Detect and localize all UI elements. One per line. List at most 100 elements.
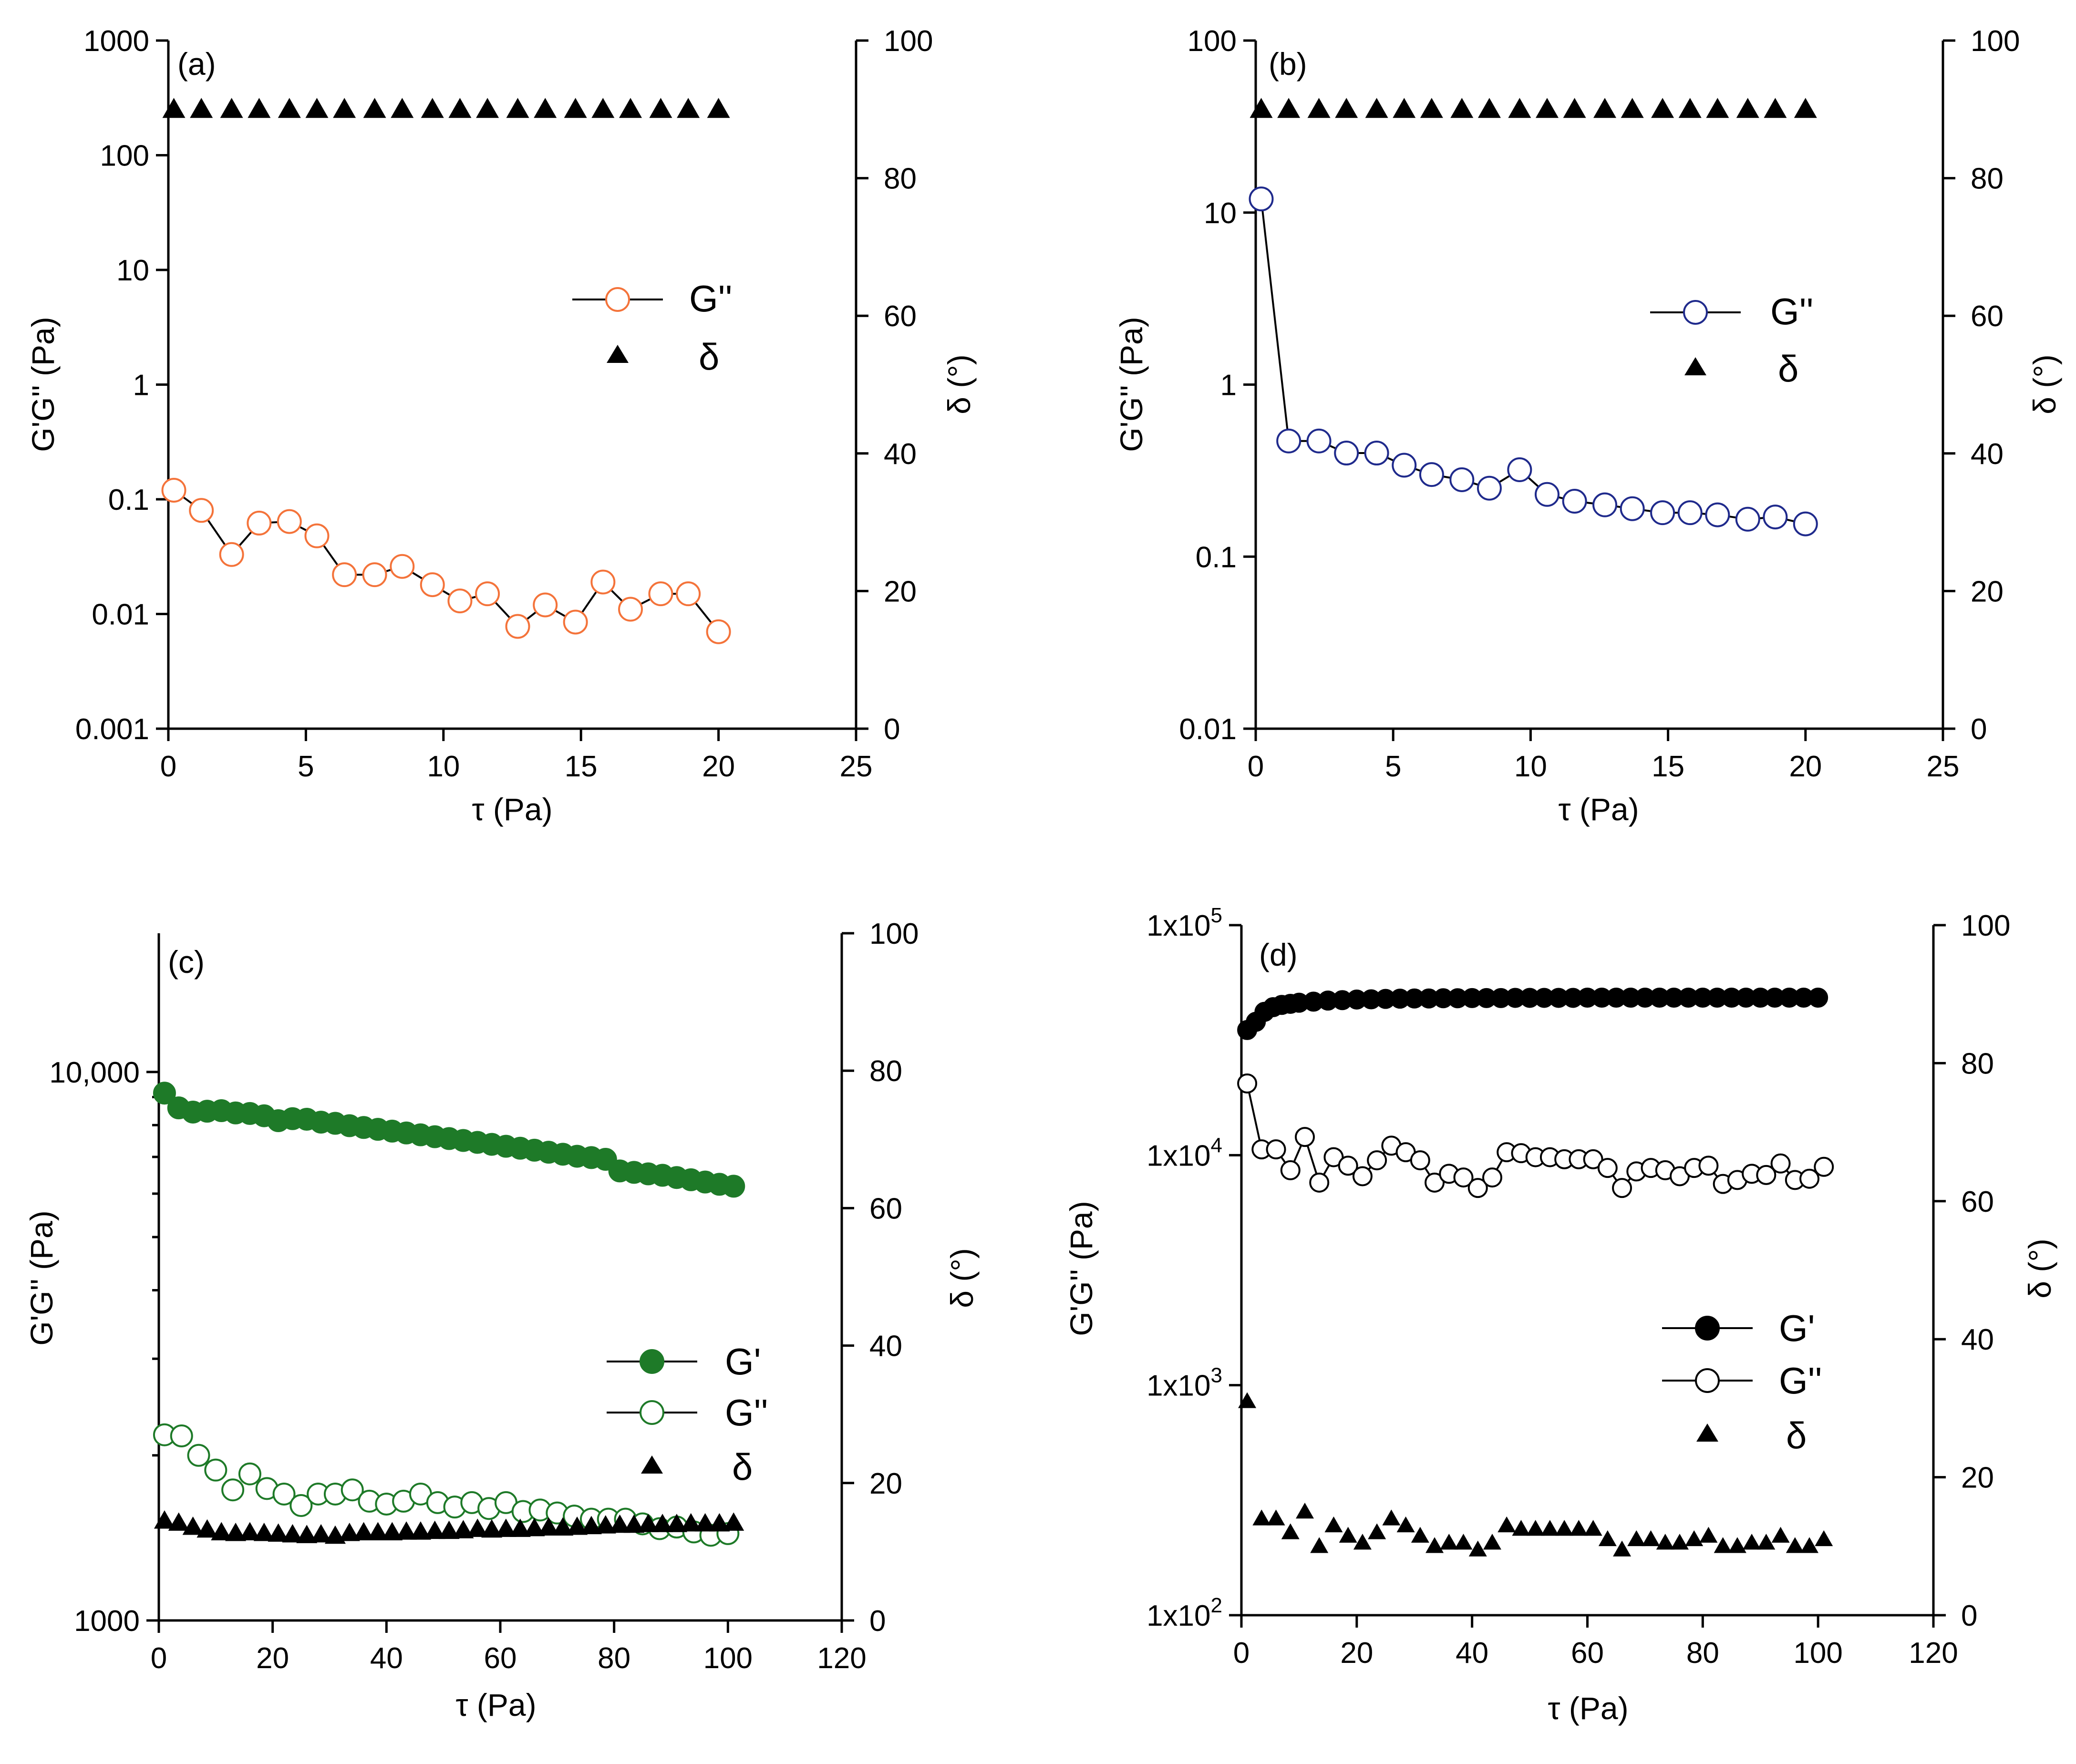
panel-b-series-g2 xyxy=(1249,186,1818,536)
panel-a-ticks: 0 5 10 15 20 25 0.001 0.01 0.1 1 10 100 1000 0 20 40 60 8… xyxy=(75,25,933,783)
panel-b-delta-point xyxy=(1563,98,1586,118)
panel-d-ytick-label: 1x104 xyxy=(1146,1134,1222,1172)
panel-d-xtick-label: 100 xyxy=(1793,1637,1842,1670)
panel-a-g2-point xyxy=(161,477,186,503)
panel-d-delta-point xyxy=(1815,1530,1833,1547)
panel-c-g2-point xyxy=(238,1462,261,1485)
panel-c-xtick-label: 100 xyxy=(703,1642,753,1675)
panel-d-delta-point xyxy=(1800,1537,1819,1553)
panel-a-g2-point xyxy=(648,581,673,607)
panel-d-delta-point xyxy=(1310,1537,1329,1553)
panel-c-xtick-label: 40 xyxy=(370,1642,403,1675)
panel-d-delta-point xyxy=(1296,1502,1314,1519)
panel-b-g2-point xyxy=(1334,441,1359,466)
panel-c-delta-point xyxy=(680,1513,702,1532)
panel-b-xtick-label: 0 xyxy=(1248,750,1264,783)
panel-a-y2tick-label: 100 xyxy=(884,25,933,58)
panel-d-g2-point xyxy=(1453,1167,1474,1188)
panel-c-delta-point xyxy=(453,1520,474,1538)
panel-a-xtick-label: 20 xyxy=(702,750,735,783)
panel-d-delta-point xyxy=(1382,1509,1401,1526)
panel-b-y2label: δ (°) xyxy=(2027,354,2062,414)
panel-d-xtick-label: 60 xyxy=(1571,1637,1604,1670)
panel-b-g2-point xyxy=(1449,467,1475,492)
panel-b-g2-point xyxy=(1249,186,1274,212)
panel-d-delta-point xyxy=(1670,1534,1689,1550)
panel-d-delta-point xyxy=(1483,1534,1501,1550)
panel-b-y2tick-label: 40 xyxy=(1971,438,2004,471)
panel-a-delta-point xyxy=(707,98,730,118)
panel-b-g2-line xyxy=(1260,198,1806,525)
panel-d-g2-point xyxy=(1597,1158,1618,1178)
panel-b-xtick-label: 25 xyxy=(1927,750,1960,783)
panel-c-delta-point xyxy=(467,1518,488,1537)
panel-b-ytick-label: 1 xyxy=(1220,369,1237,402)
panel-a-g2-point xyxy=(676,581,701,607)
panel-b-y2tick-label: 60 xyxy=(1971,300,2004,333)
panel-d-delta-point xyxy=(1714,1537,1732,1553)
panel-c-delta-point xyxy=(182,1516,204,1535)
panel-d-delta-point xyxy=(1540,1520,1559,1536)
panel-c-y2tick-label: 80 xyxy=(869,1055,902,1088)
panel-b-ytick-label: 0.01 xyxy=(1179,713,1237,746)
panel-c-delta-point xyxy=(623,1514,645,1533)
panel-a-xtick-label: 0 xyxy=(160,750,176,783)
panel-b-ytick-label: 0.1 xyxy=(1196,541,1237,574)
panel-c-delta-point xyxy=(168,1512,189,1531)
panel-c-g2-point xyxy=(289,1494,313,1517)
panel-b-delta-point xyxy=(1508,98,1531,118)
panel-c-ticks: 0 20 40 60 80 100 120 1000 10,000 0 20 40 60 80 100 xyxy=(49,918,919,1675)
panel-d-g1-point xyxy=(1808,988,1828,1008)
panel-b-g2-point xyxy=(1620,496,1645,521)
panel-b-ylabel: G'G'' (Pa) xyxy=(1114,317,1149,452)
panel-b-delta-point xyxy=(1535,98,1559,118)
panel-b-xtick-label: 20 xyxy=(1789,750,1822,783)
panel-a-delta-point xyxy=(591,98,615,118)
panel-a-ytick-label: 1000 xyxy=(83,25,149,58)
panel-b-legend-g2-label: G'' xyxy=(1770,290,1813,332)
panel-d-delta-point xyxy=(1526,1520,1545,1536)
panel-b-delta-point xyxy=(1678,98,1702,118)
panel-d-delta-point xyxy=(1743,1534,1761,1550)
panel-d-legend-g1-label: G' xyxy=(1779,1307,1815,1349)
panel-d-ytick-label: 1x103 xyxy=(1146,1364,1222,1403)
panel-d-delta-point xyxy=(1555,1520,1574,1536)
panel-b-legend: G'' δ xyxy=(1650,290,1813,390)
panel-a-g2-point xyxy=(590,569,616,595)
panel-c-g1-point xyxy=(722,1175,745,1198)
panel-c-delta-point xyxy=(154,1510,175,1529)
panel-d-delta-point xyxy=(1440,1534,1458,1550)
panel-a-delta-point xyxy=(448,98,472,118)
panel-d-y2tick-label: 20 xyxy=(1961,1462,1994,1495)
panel-a-y2tick-label: 80 xyxy=(884,163,917,196)
panel-b-delta-point xyxy=(1277,98,1301,118)
panel-d-y2tick-label: 40 xyxy=(1961,1323,1994,1356)
panel-b-delta-point xyxy=(1651,98,1674,118)
panel-d-legend-g2-marker xyxy=(1695,1368,1720,1393)
panel-d-delta-point xyxy=(1786,1537,1804,1553)
panel-c-delta-point xyxy=(481,1519,503,1538)
panel-c-g2-point xyxy=(204,1458,227,1482)
panel-d-xtick-label: 0 xyxy=(1233,1637,1250,1670)
panel-d-delta-point xyxy=(1498,1516,1516,1533)
panel-c-delta-point xyxy=(211,1522,232,1541)
panel-d-delta-point xyxy=(1613,1540,1632,1557)
panel-b-delta-point xyxy=(1794,98,1817,118)
panel-c-xtick-label: 0 xyxy=(151,1642,167,1675)
panel-d-g2-point xyxy=(1237,1073,1258,1093)
panel-a-xtick-label: 25 xyxy=(840,750,873,783)
panel-b-y2tick-label: 0 xyxy=(1971,713,1987,746)
panel-d-g2-point xyxy=(1799,1168,1820,1189)
panel-c-delta-point xyxy=(509,1518,531,1537)
panel-c-xtick-label: 120 xyxy=(817,1642,866,1675)
panel-b-delta-point xyxy=(1307,98,1331,118)
panel-c-xtick-label: 20 xyxy=(256,1642,289,1675)
panel-c-delta-point xyxy=(282,1524,303,1543)
panel-c-legend-delta-marker xyxy=(641,1455,663,1474)
panel-d-delta-point xyxy=(1699,1527,1718,1543)
panel-d-label: (d) xyxy=(1259,937,1298,972)
panel-d-delta-point xyxy=(1353,1534,1372,1550)
panel-d-g2-point xyxy=(1352,1166,1373,1186)
panel-a-ytick-label: 10 xyxy=(116,254,149,287)
panel-b-g2-point xyxy=(1650,500,1675,526)
